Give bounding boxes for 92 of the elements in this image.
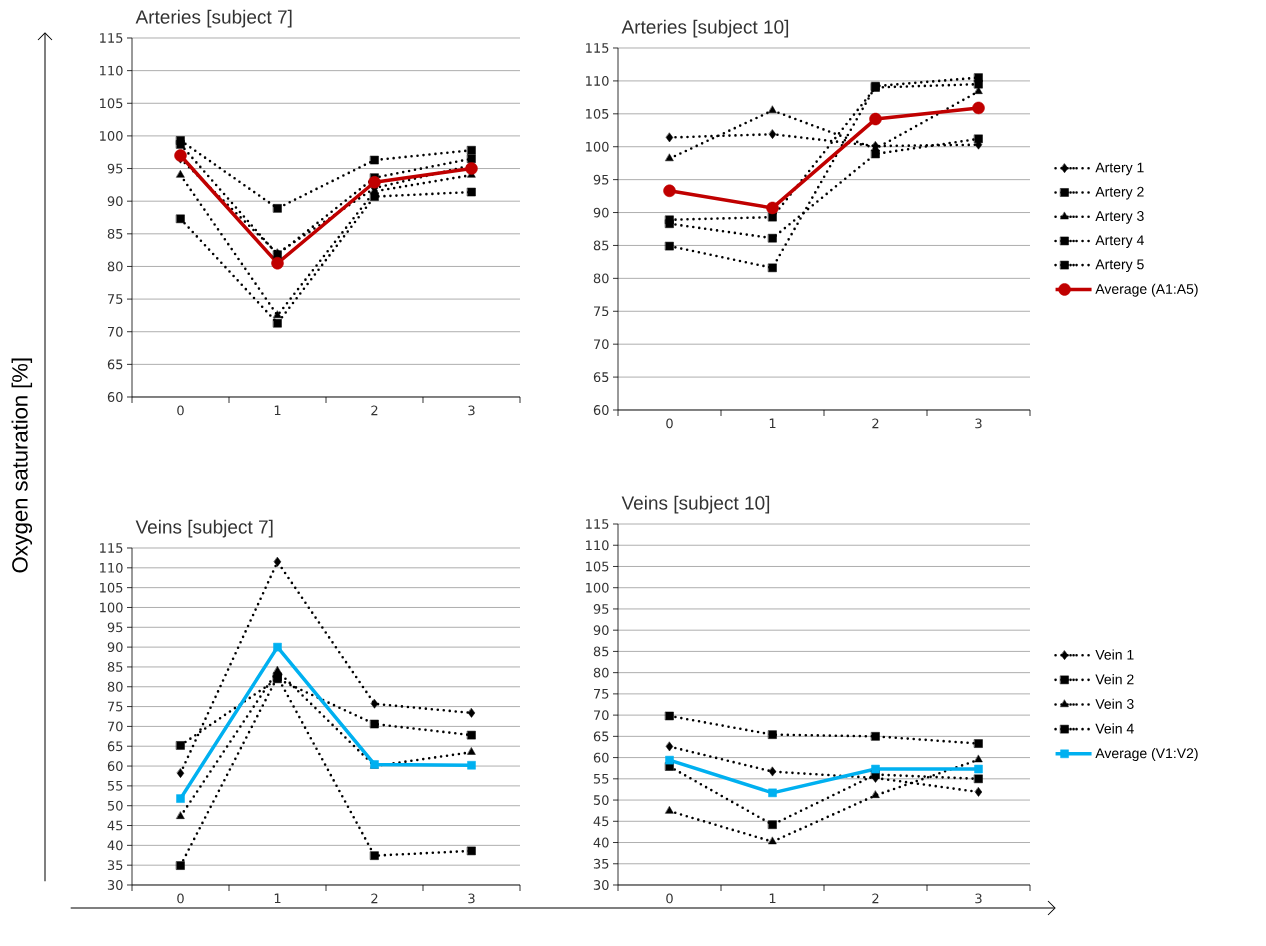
y-tick-label: 105 [586,561,609,572]
y-tick-label: 70 [108,721,123,732]
y-tick-label: 30 [593,880,609,890]
y-tick-label: 60 [593,405,609,415]
y-tick-label: 115 [586,43,609,53]
y-tick-label: 95 [107,163,123,174]
legend-label: Average (V1:V2) [1095,747,1198,762]
x-tick-label: 2 [872,893,879,904]
y-tick-label: 110 [100,562,123,573]
x-tick-label: 1 [274,405,281,416]
y-tick-label: 100 [586,582,609,593]
y-tick-label: 55 [593,774,609,784]
y-tick-label: 110 [586,540,609,551]
y-tick-label: 90 [593,625,609,636]
x-tick-label: 0 [177,893,184,904]
legend-label: Artery 4 [1095,235,1144,248]
y-tick-label: 60 [107,761,123,771]
legend-label: Vein 2 [1095,674,1134,685]
y-tick-label: 45 [593,816,609,827]
legend-label: Artery 3 [1095,211,1144,224]
legend-label: Vein 1 [1095,649,1134,660]
y-tick-label: 70 [594,339,609,350]
y-tick-label: 80 [593,667,609,678]
y-tick-label: 80 [107,261,123,272]
legend-label: Vein 4 [1095,723,1134,734]
y-tick-label: 70 [594,710,609,721]
legend-label: Vein 3 [1095,698,1134,709]
x-tick-label: 1 [769,893,776,904]
y-tick-label: 90 [593,207,609,218]
chart-title: Veins [subject 10] [621,495,770,514]
x-tick-label: 2 [371,893,378,904]
x-tick-label: 2 [872,418,879,429]
y-tick-label: 95 [593,604,609,614]
y-tick-label: 60 [593,752,609,763]
y-tick-label: 115 [100,33,123,43]
y-tick-label: 95 [107,622,123,633]
y-tick-label: 115 [586,519,609,529]
x-tick-label: 3 [975,418,982,429]
x-tick-label: 3 [975,893,982,904]
x-tick-label: 3 [468,405,475,416]
y-tick-label: 55 [107,781,123,791]
x-tick-label: 3 [468,893,475,904]
x-tick-label: 2 [371,405,378,416]
y-tick-label: 80 [107,681,123,692]
y-tick-label: 105 [100,582,123,593]
y-tick-label: 65 [593,372,609,383]
legend-label: Artery 1 [1095,162,1144,176]
y-tick-label: 75 [107,294,123,304]
chart-title: Arteries [subject 10] [621,19,789,38]
y-tick-label: 30 [107,880,123,890]
legend-label: Average (A1:A5) [1095,283,1198,297]
y-tick-label: 40 [107,840,123,851]
y-tick-label: 75 [594,306,609,317]
y-tick-label: 35 [107,860,123,871]
legend-label: Artery 2 [1095,186,1144,200]
y-tick-label: 105 [586,108,609,119]
x-tick-label: 0 [177,405,184,416]
x-tick-label: 0 [666,418,673,429]
y-tick-label: 110 [100,65,123,76]
y-tick-label: 90 [107,642,123,653]
y-tick-label: 75 [108,701,123,712]
legend-label: Artery 5 [1095,259,1144,273]
y-tick-label: 65 [107,359,123,370]
y-tick-label: 40 [593,837,609,848]
y-tick-label: 95 [593,174,609,185]
y-tick-label: 75 [594,689,609,699]
x-tick-label: 1 [274,893,281,904]
y-tick-label: 65 [107,741,123,752]
y-tick-label: 85 [107,662,123,672]
y-tick-label: 100 [586,141,609,152]
chart-title: Veins [subject 7] [135,519,273,538]
y-tick-label: 50 [593,795,609,805]
y-tick-label: 65 [593,731,609,742]
y-tick-label: 85 [107,228,123,239]
y-tick-label: 110 [586,75,609,86]
x-tick-label: 0 [666,893,673,904]
y-tick-label: 50 [107,800,123,811]
y-tick-label: 60 [107,392,123,402]
y-tick-label: 85 [593,240,609,251]
y-tick-label: 35 [593,858,609,869]
x-tick-label: 1 [769,418,776,429]
y-tick-label: 90 [107,196,123,207]
y-tick-label: 105 [100,98,123,109]
y-tick-label: 100 [100,130,123,141]
y-tick-label: 100 [100,602,123,613]
y-tick-label: 45 [107,820,123,831]
chart-title: Arteries [subject 7] [135,9,292,28]
y-tick-label: 115 [100,543,123,553]
y-axis-title: Oxygen saturation [%] [11,358,33,573]
y-tick-label: 85 [593,646,609,657]
y-tick-label: 70 [107,326,123,337]
y-tick-label: 80 [593,273,609,284]
